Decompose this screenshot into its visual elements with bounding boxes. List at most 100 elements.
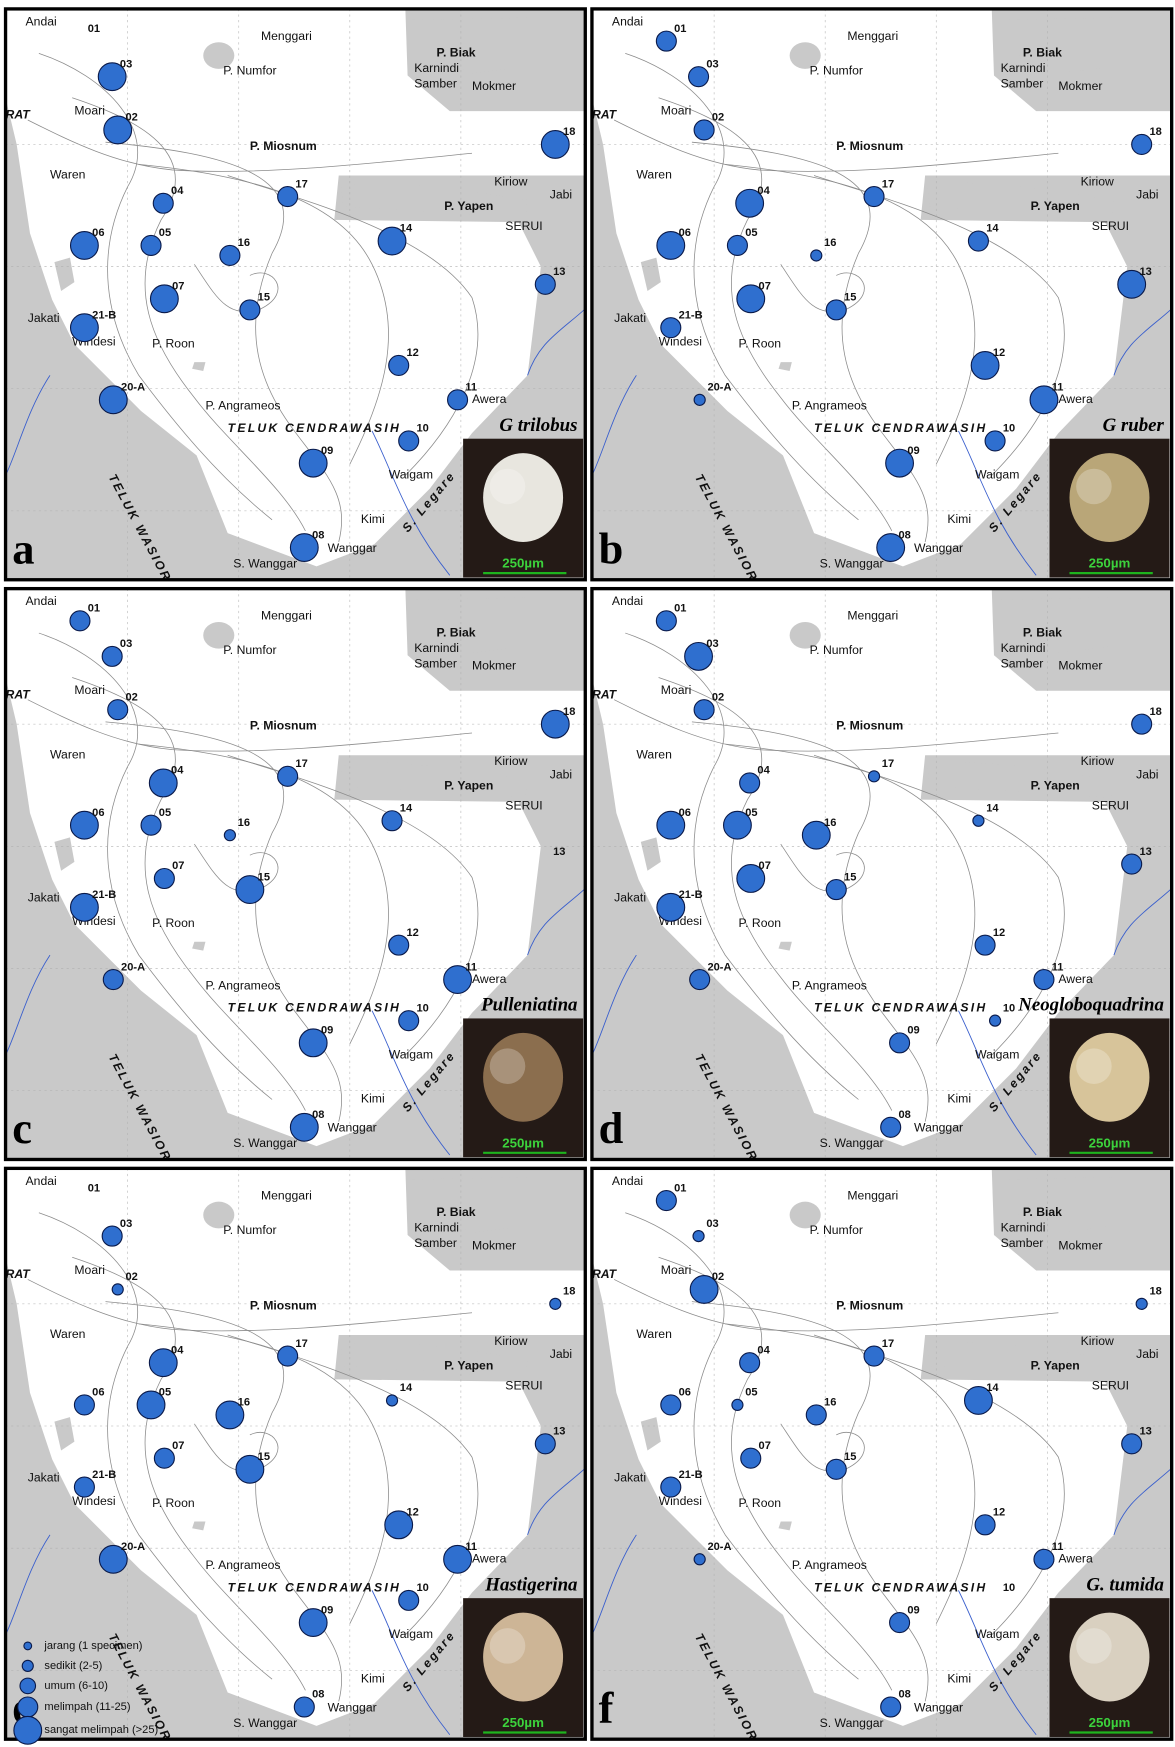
place-label: P. Numfor — [810, 63, 863, 77]
station-marker — [235, 1454, 265, 1484]
station-label: 04 — [171, 765, 184, 777]
station-marker — [885, 448, 915, 478]
place-label: Moari — [74, 103, 105, 117]
legend-label: melimpah (11-25) — [44, 1701, 130, 1713]
place-label: Samber — [414, 656, 457, 670]
station-label: 04 — [757, 765, 770, 777]
station-marker — [277, 186, 299, 208]
station-label: 12 — [993, 1507, 1005, 1519]
place-label: P. Miosnum — [250, 139, 317, 153]
station-marker — [656, 810, 686, 840]
panel-border — [3, 7, 587, 582]
station-label: 10 — [1003, 423, 1015, 435]
place-label: Karnindi — [414, 641, 459, 655]
place-label: Mokmer — [472, 79, 516, 93]
place-label: Andai — [612, 1174, 643, 1188]
scale-label: 250µm — [1089, 556, 1131, 571]
station-label: 13 — [553, 846, 565, 858]
station-marker — [810, 249, 823, 262]
station-label: 21-B — [679, 309, 703, 321]
station-label: 01 — [674, 1182, 686, 1194]
station-label: 10 — [416, 423, 428, 435]
station-label: 14 — [400, 223, 413, 235]
place-label: Jakati — [28, 311, 60, 325]
place-label: Kimi — [947, 512, 971, 526]
station-label: 14 — [986, 1382, 999, 1394]
station-marker — [1117, 269, 1147, 299]
place-label: Awera — [1058, 392, 1093, 406]
station-marker — [73, 1394, 95, 1416]
station-marker — [153, 1447, 175, 1469]
place-label: S. Wanggar — [233, 1136, 297, 1150]
station-marker — [97, 62, 127, 92]
station-marker — [736, 284, 766, 314]
place-label: Kiriow — [1081, 174, 1114, 188]
panel-letter: a — [12, 523, 34, 573]
station-marker — [655, 30, 677, 52]
station-marker — [388, 354, 410, 376]
station-marker — [974, 1514, 996, 1536]
place-label: P. Miosnum — [836, 139, 903, 153]
scale-label: 250µm — [1089, 1715, 1131, 1730]
station-marker — [298, 1608, 328, 1638]
station-label: 07 — [759, 280, 771, 292]
place-label: Wanggar — [328, 1121, 377, 1135]
station-label: 04 — [171, 1344, 184, 1356]
station-label: 06 — [92, 1387, 104, 1399]
station-marker — [540, 129, 570, 159]
place-label: S. Wanggar — [233, 1716, 297, 1730]
station-marker — [381, 810, 403, 832]
station-label: 20-A — [707, 961, 731, 973]
station-marker — [736, 864, 766, 893]
place-label: Moari — [74, 683, 105, 697]
species-name: G ruber — [1103, 415, 1165, 436]
station-marker — [867, 770, 881, 783]
station-label: 09 — [321, 445, 333, 457]
station-marker — [384, 1510, 414, 1540]
place-label: Awera — [1058, 1552, 1093, 1566]
place-label: Andai — [26, 14, 57, 28]
station-label: 08 — [898, 1109, 910, 1121]
station-label: 02 — [125, 1271, 137, 1283]
station-marker — [693, 393, 706, 406]
place-label: P. Angrameos — [205, 1558, 280, 1572]
place-label: P. Roon — [739, 337, 782, 351]
station-label: 20-A — [707, 1541, 731, 1553]
legend-marker — [17, 1696, 39, 1718]
station-marker — [863, 1345, 885, 1367]
place-label: Kimi — [947, 1671, 971, 1685]
station-label: 05 — [159, 807, 171, 819]
place-label: Waigam — [975, 1047, 1019, 1061]
station-marker — [722, 810, 752, 840]
place-label: Jabi — [1136, 1347, 1158, 1361]
place-label: Waigam — [389, 1627, 433, 1641]
station-label: 04 — [171, 185, 184, 197]
place-label: RAT — [592, 1267, 618, 1281]
station-marker — [876, 533, 906, 562]
species-name: G. tumida — [1086, 1574, 1164, 1595]
place-label: P. Roon — [152, 1496, 195, 1510]
place-label: Mokmer — [472, 1238, 516, 1252]
station-label: 06 — [92, 227, 104, 239]
station-label: 17 — [882, 758, 894, 770]
station-label: 04 — [757, 1344, 770, 1356]
station-label: 06 — [92, 807, 104, 819]
place-label: P. Yapen — [444, 1358, 493, 1372]
place-label: SERUI — [505, 799, 542, 813]
station-marker — [739, 772, 761, 794]
station-marker — [289, 1112, 319, 1142]
place-label: Wanggar — [328, 541, 377, 555]
station-label: 03 — [120, 1218, 132, 1230]
place-label: P. Yapen — [1031, 1358, 1080, 1372]
station-marker — [880, 1116, 902, 1138]
station-label: 03 — [706, 1218, 718, 1230]
place-label: TELUK CENDRAWASIH — [814, 1001, 987, 1015]
station-label: 15 — [258, 871, 270, 883]
station-marker — [1135, 1297, 1148, 1310]
station-label: 10 — [1003, 1002, 1015, 1014]
fossil — [483, 453, 564, 542]
station-label: 13 — [1139, 1426, 1151, 1438]
